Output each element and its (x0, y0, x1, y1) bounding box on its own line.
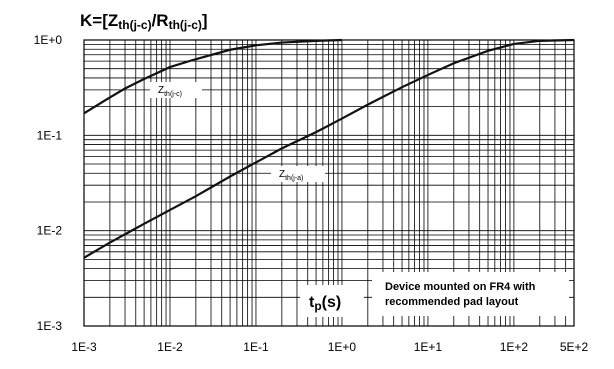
note-line-2: recommended pad layout (385, 296, 519, 308)
x-tick-label-4: 1E+1 (414, 340, 443, 354)
x-tick-label-6: 5E+2 (560, 340, 589, 354)
series-2-label-bg (271, 166, 325, 182)
series-1-line (83, 38, 342, 115)
x-tick-label-5: 1E+2 (500, 340, 529, 354)
x-tick-label-2: 1E-1 (243, 340, 269, 354)
series-1-label: Zth(j-c) (158, 85, 182, 98)
note-line-1: Device mounted on FR4 with (385, 281, 536, 293)
series-2-line (83, 38, 575, 259)
chart-title: K=[Zth(j-c)/Rth(j-c)] (80, 11, 208, 32)
curves (83, 38, 575, 259)
y-tick-label-0: 1E-3 (37, 319, 63, 333)
series-2-label: Zth(j-a) (279, 169, 303, 182)
y-tick-label-1: 1E-2 (37, 224, 63, 238)
y-tick-labels: 1E-3 1E-2 1E-1 1E+0 (34, 33, 63, 333)
y-tick-label-3: 1E+0 (34, 33, 63, 47)
note-box (372, 272, 569, 316)
x-tick-label-3: 1E+0 (328, 340, 357, 354)
x-tick-label-1: 1E-2 (157, 340, 183, 354)
x-tick-label-0: 1E-3 (71, 340, 97, 354)
x-tick-labels: 1E-3 1E-2 1E-1 1E+0 1E+1 1E+2 5E+2 (71, 340, 588, 354)
series-1-label-bg (150, 82, 202, 98)
x-axis-label-bg (300, 285, 364, 317)
y-tick-label-2: 1E-1 (37, 128, 63, 142)
x-axis-label: tp(s) (309, 294, 341, 313)
